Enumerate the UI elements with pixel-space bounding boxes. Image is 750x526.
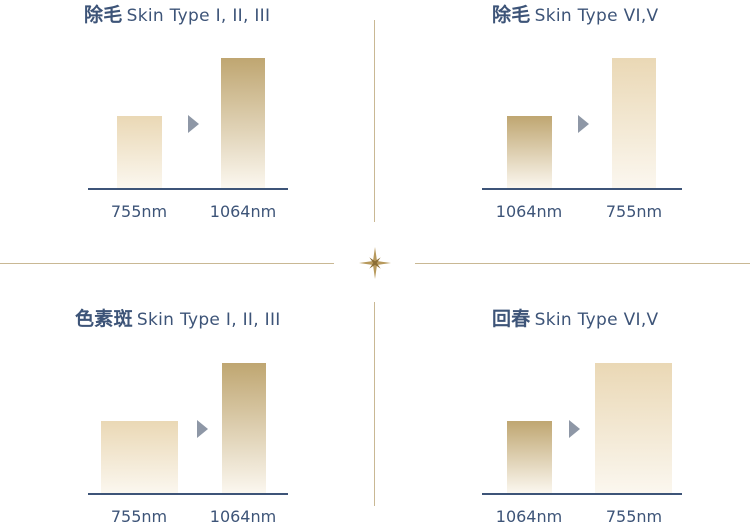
x-tick-label-second: 1064nm	[209, 507, 277, 526]
x-axis-line	[482, 188, 682, 190]
chart-title-en: Skin Type I, II, III	[136, 310, 281, 330]
chart-title: 回春 Skin Type VI,V	[492, 304, 658, 331]
triangle-arrow-icon	[569, 420, 580, 438]
chart-title: 除毛 Skin Type VI,V	[492, 0, 658, 27]
bar-second	[595, 363, 672, 493]
vertical-divider-top	[374, 20, 375, 222]
sparkle-star-icon	[359, 247, 391, 279]
x-tick-label-second: 1064nm	[209, 202, 277, 221]
bar-first	[507, 421, 552, 493]
triangle-arrow-icon	[188, 115, 199, 133]
x-tick-label-second: 755nm	[605, 507, 663, 526]
bar-second	[221, 58, 265, 188]
x-axis-line	[482, 493, 682, 495]
bar-second	[612, 58, 656, 188]
x-tick-label-first: 1064nm	[495, 202, 563, 221]
bar-first	[101, 421, 178, 493]
chart-title-en: Skin Type VI,V	[534, 6, 659, 26]
x-tick-label-first: 1064nm	[495, 507, 563, 526]
bar-second	[222, 363, 266, 493]
bar-first	[507, 116, 552, 188]
x-tick-label-first: 755nm	[110, 507, 168, 526]
chart-title-zh: 除毛	[492, 4, 531, 26]
triangle-arrow-icon	[578, 115, 589, 133]
x-axis-line	[88, 188, 288, 190]
vertical-divider-bottom	[374, 302, 375, 506]
bar-first	[117, 116, 162, 188]
chart-title-zh: 除毛	[84, 4, 123, 26]
chart-title-zh: 色素斑	[75, 308, 133, 330]
x-axis-line	[88, 493, 288, 495]
x-tick-label-first: 755nm	[110, 202, 168, 221]
chart-title: 色素斑 Skin Type I, II, III	[75, 304, 281, 331]
chart-title: 除毛 Skin Type I, II, III	[84, 0, 270, 27]
chart-title-zh: 回春	[492, 308, 531, 330]
triangle-arrow-icon	[197, 420, 208, 438]
chart-title-en: Skin Type I, II, III	[126, 6, 271, 26]
chart-title-en: Skin Type VI,V	[534, 310, 659, 330]
horizontal-divider-left	[0, 263, 334, 264]
horizontal-divider-right	[415, 263, 750, 264]
x-tick-label-second: 755nm	[605, 202, 663, 221]
